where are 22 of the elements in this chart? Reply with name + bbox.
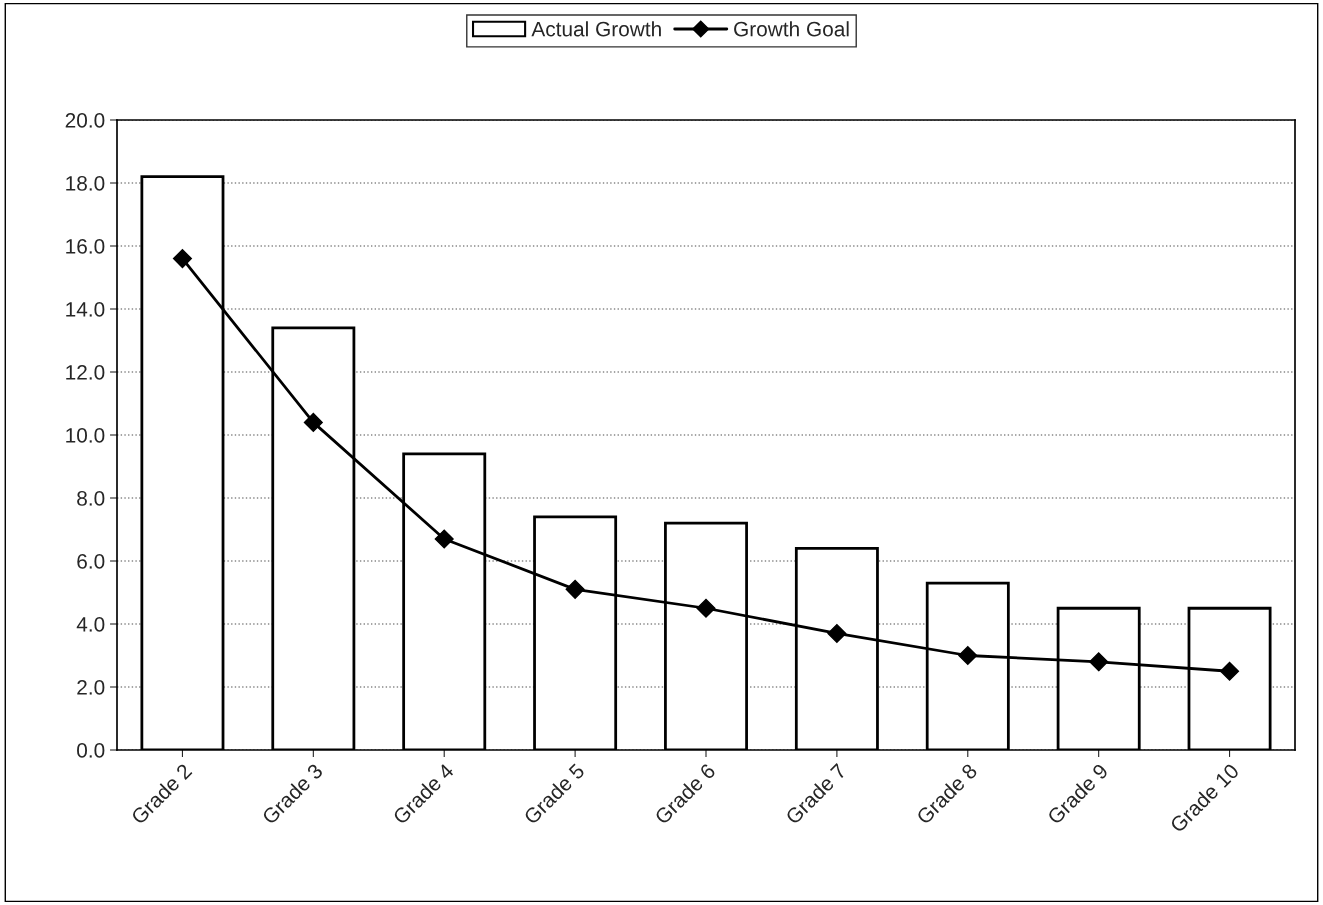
point	[434, 529, 454, 549]
point	[172, 249, 192, 269]
legend-label: Growth Goal	[734, 21, 849, 37]
point	[696, 598, 716, 618]
y-tick-label: 10.0	[66, 428, 105, 443]
y-tick-label: 20.0	[65, 113, 105, 128]
point	[1089, 652, 1109, 672]
point	[958, 645, 978, 666]
y-tick-label: 12.0	[66, 365, 105, 380]
y-tick-label: 16.0	[66, 239, 105, 254]
point	[1220, 661, 1240, 681]
point	[303, 412, 323, 432]
y-tick-label: 6.0	[77, 554, 105, 569]
y-tick-label: 4.0	[76, 617, 105, 632]
y-tick-label: 0.0	[77, 743, 105, 758]
y-tick-label: 8.0	[77, 491, 105, 506]
y-tick-label: 2.0	[77, 680, 105, 695]
point	[565, 579, 585, 599]
point	[827, 623, 847, 643]
y-tick-label: 18.0	[66, 176, 105, 191]
legend-label: Actual Growth	[531, 21, 661, 37]
y-tick-label: 14.0	[66, 302, 105, 317]
